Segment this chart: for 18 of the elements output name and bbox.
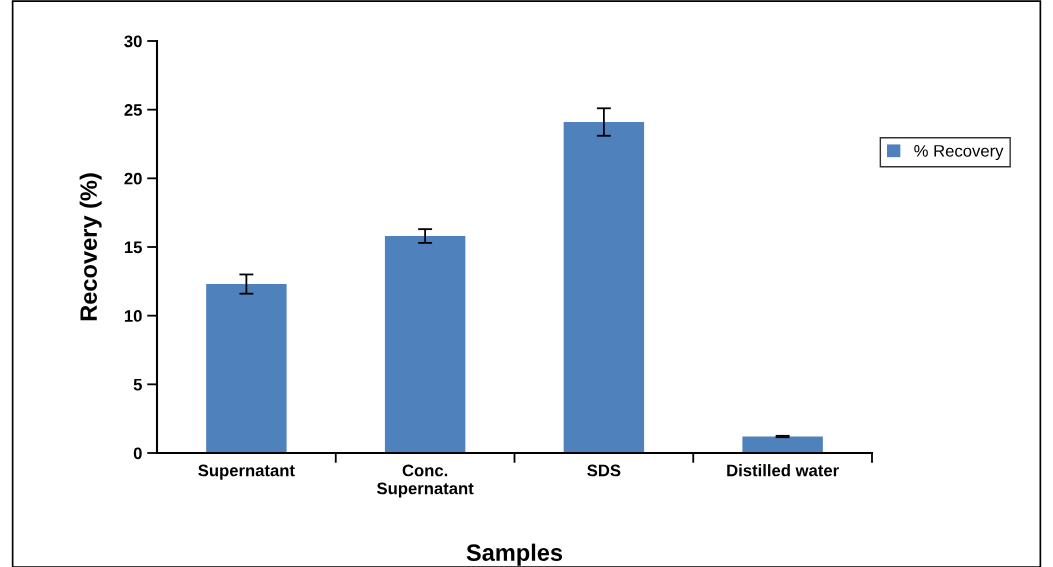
bar (384, 236, 466, 453)
y-tick-label: 15 (124, 241, 142, 254)
bar (563, 122, 645, 453)
x-axis-title: Samples (466, 543, 563, 566)
x-tick-label: SDS (587, 464, 621, 477)
bar (206, 284, 287, 453)
x-tick-label: Supernatant (198, 464, 295, 480)
y-tick-label: 30 (124, 35, 142, 48)
y-tick-label: 10 (124, 310, 142, 322)
y-tick-label: 5 (133, 378, 142, 391)
bar (742, 436, 823, 453)
y-axis-title: Recovery (%) (79, 173, 102, 321)
y-tick-label: 20 (124, 172, 142, 185)
y-tick-label: 25 (124, 104, 142, 116)
x-tick-label: Distilled water (727, 464, 839, 477)
x-tick-label: Conc. Supernatant (376, 464, 474, 498)
legend-label: % Recovery (914, 145, 1004, 161)
y-tick-label: 0 (133, 447, 142, 460)
